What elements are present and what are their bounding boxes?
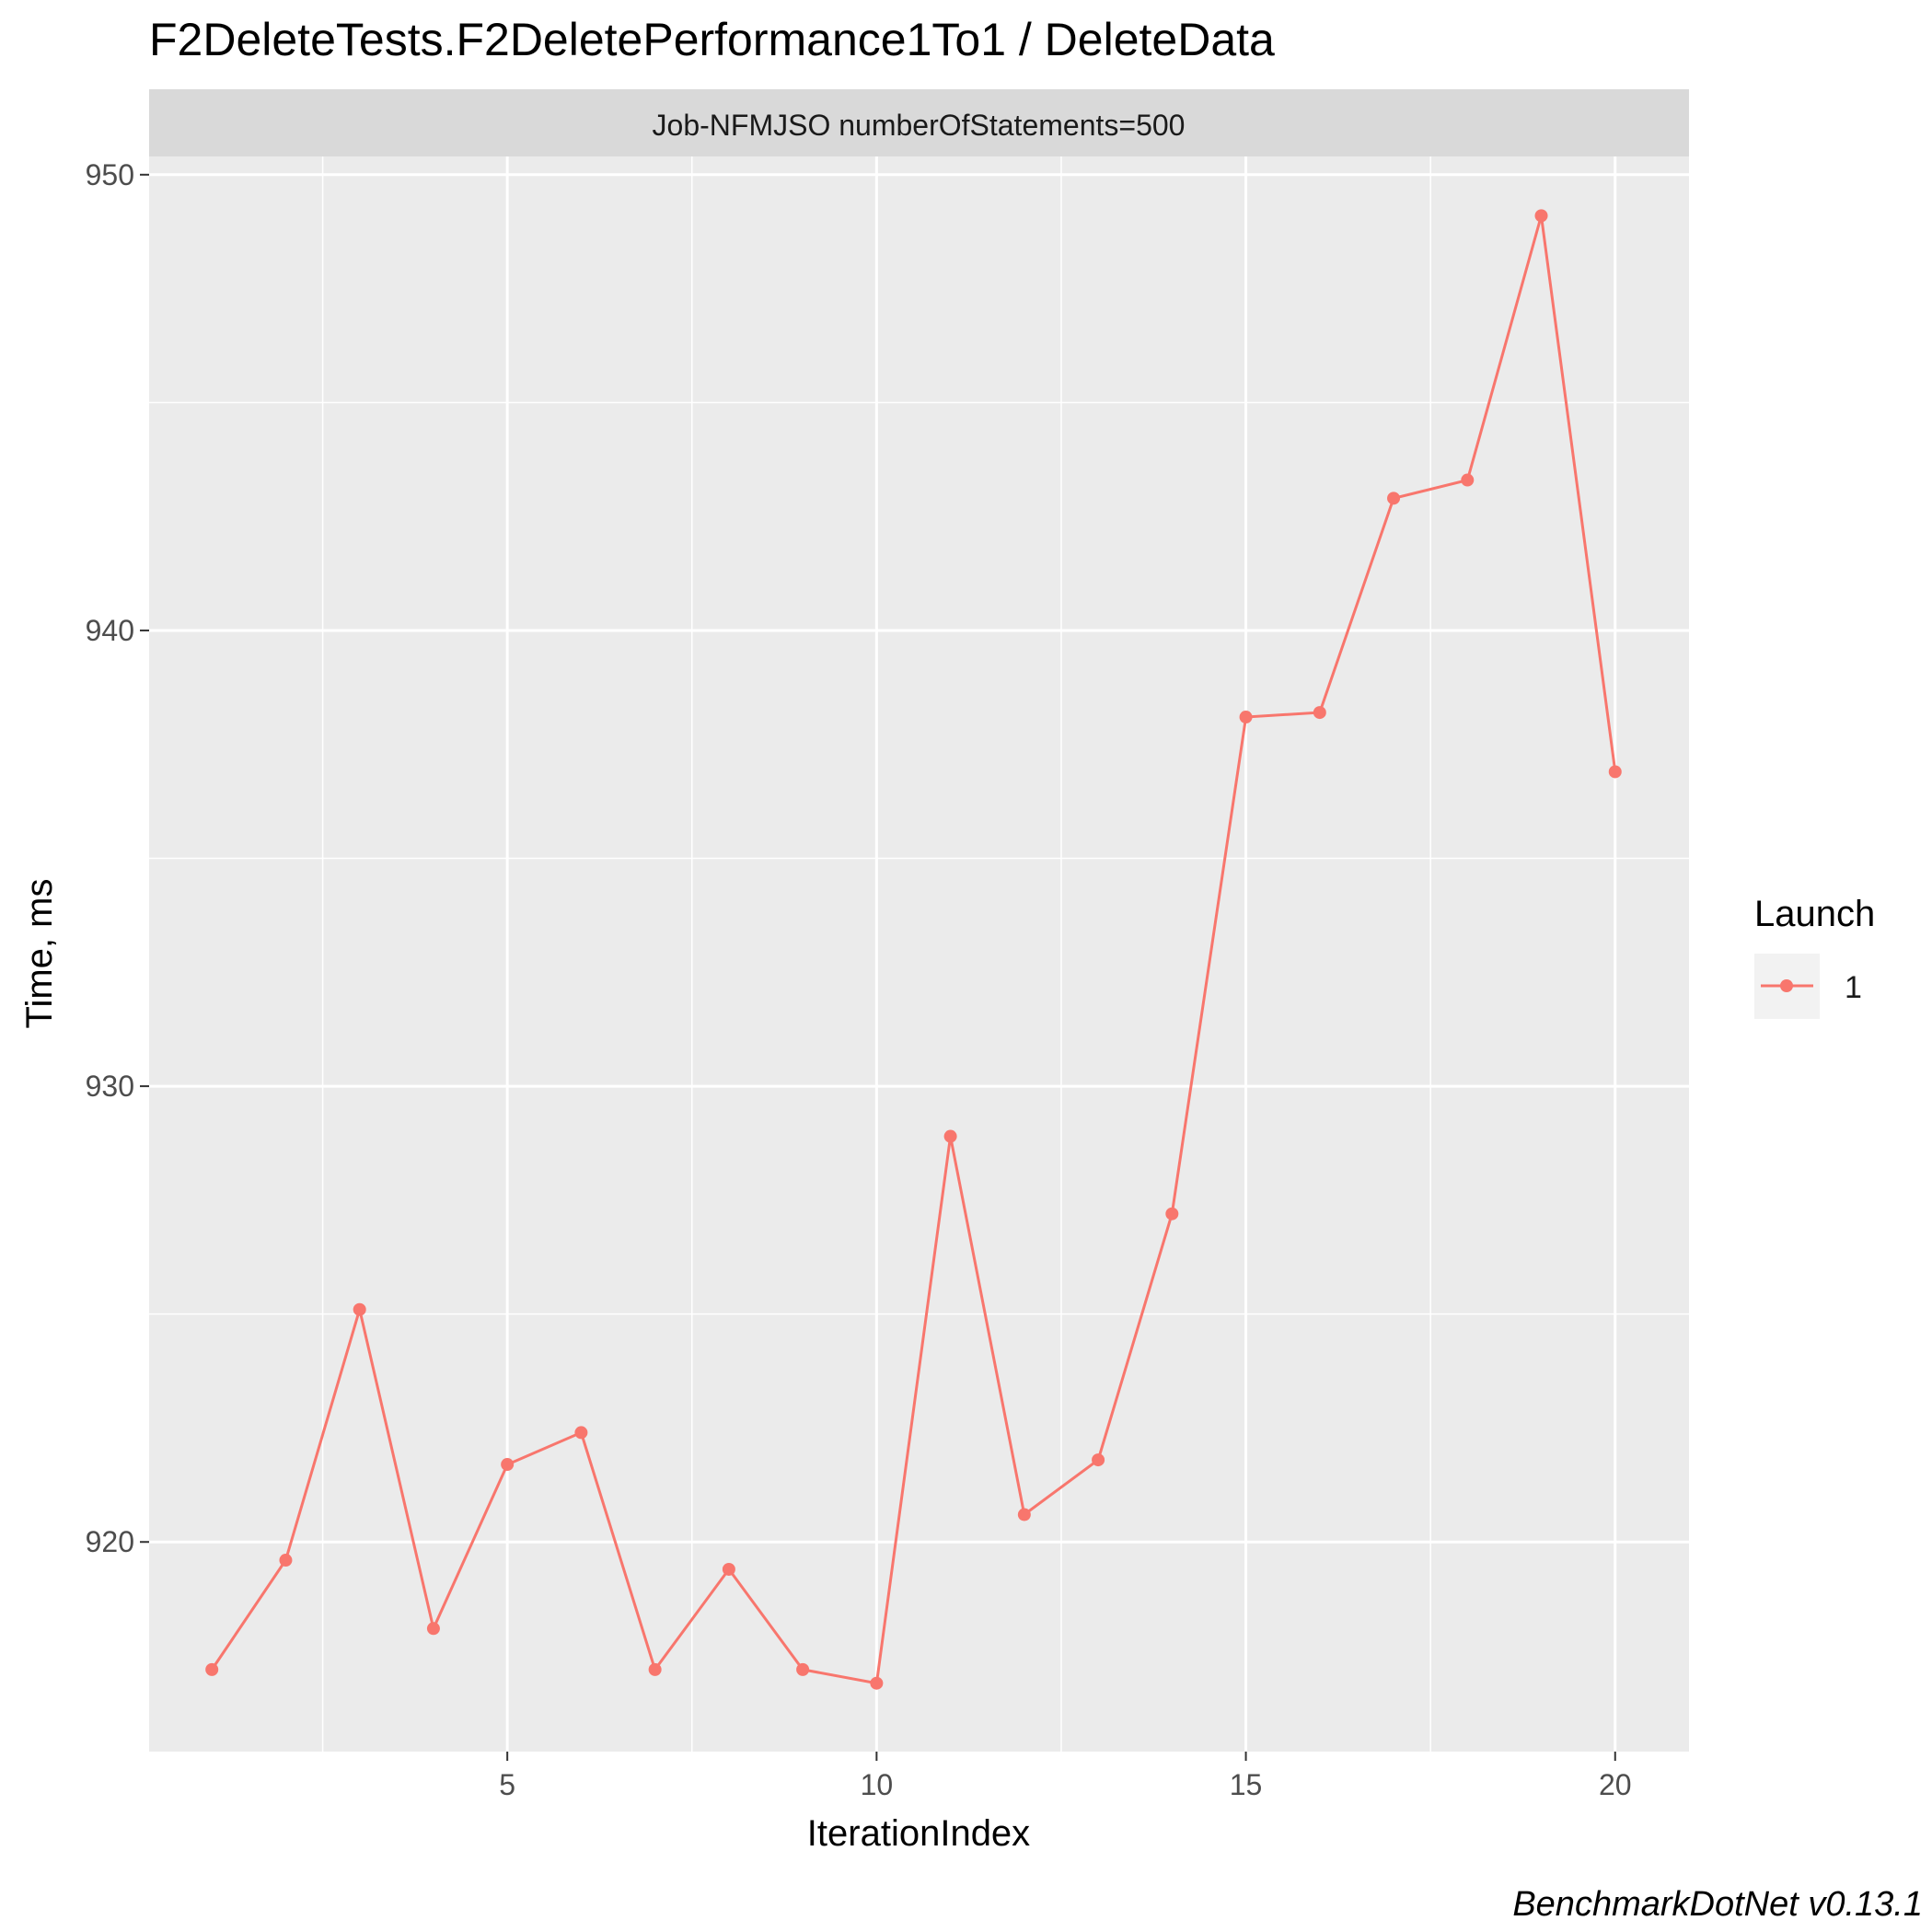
data-point xyxy=(648,1662,662,1676)
x-axis-ticks: 5 10 15 20 xyxy=(499,1752,1632,1801)
y-tick-label: 930 xyxy=(86,1070,134,1103)
x-axis-label: IterationIndex xyxy=(807,1813,1030,1854)
data-point xyxy=(1461,473,1475,487)
major-gridlines xyxy=(149,156,1689,1752)
plot-panel xyxy=(149,156,1689,1752)
data-point xyxy=(1239,711,1253,724)
data-point xyxy=(870,1676,884,1690)
caption: BenchmarkDotNet v0.13.1 xyxy=(1512,1885,1923,1924)
data-point xyxy=(574,1426,588,1440)
data-point xyxy=(943,1129,957,1143)
data-point xyxy=(722,1562,735,1576)
y-tick-label: 950 xyxy=(86,158,134,191)
data-point xyxy=(426,1622,440,1636)
data-point xyxy=(353,1302,366,1316)
chart-title: F2DeleteTests.F2DeletePerformance1To1 / … xyxy=(149,14,1275,65)
data-point xyxy=(1165,1207,1179,1221)
facet-strip xyxy=(149,89,1689,156)
data-point xyxy=(205,1662,219,1676)
data-point xyxy=(1608,765,1622,779)
data-point xyxy=(1017,1508,1031,1521)
y-axis-label: Time, ms xyxy=(19,879,60,1029)
data-point xyxy=(1534,209,1548,223)
data-point xyxy=(1313,706,1326,720)
series-line xyxy=(210,214,1617,1685)
data-point xyxy=(1092,1453,1105,1467)
data-point xyxy=(501,1458,515,1472)
y-tick-label: 920 xyxy=(86,1525,134,1558)
legend: Launch 1 xyxy=(1754,894,1875,1019)
facet-strip-label: Job-NFMJSO numberOfStatements=500 xyxy=(653,109,1186,142)
series-points xyxy=(205,209,1622,1690)
x-tick-label: 5 xyxy=(499,1768,515,1801)
x-tick-label: 10 xyxy=(861,1768,894,1801)
x-tick-label: 15 xyxy=(1230,1768,1263,1801)
data-point xyxy=(1387,492,1401,505)
data-point xyxy=(279,1554,293,1568)
y-tick-label: 940 xyxy=(86,614,134,647)
data-point xyxy=(796,1662,810,1676)
y-axis-ticks: 920 930 940 950 xyxy=(86,158,149,1558)
x-tick-label: 20 xyxy=(1599,1768,1632,1801)
legend-title: Launch xyxy=(1754,894,1875,934)
legend-entry-label: 1 xyxy=(1845,970,1862,1005)
legend-key-point xyxy=(1780,979,1793,992)
